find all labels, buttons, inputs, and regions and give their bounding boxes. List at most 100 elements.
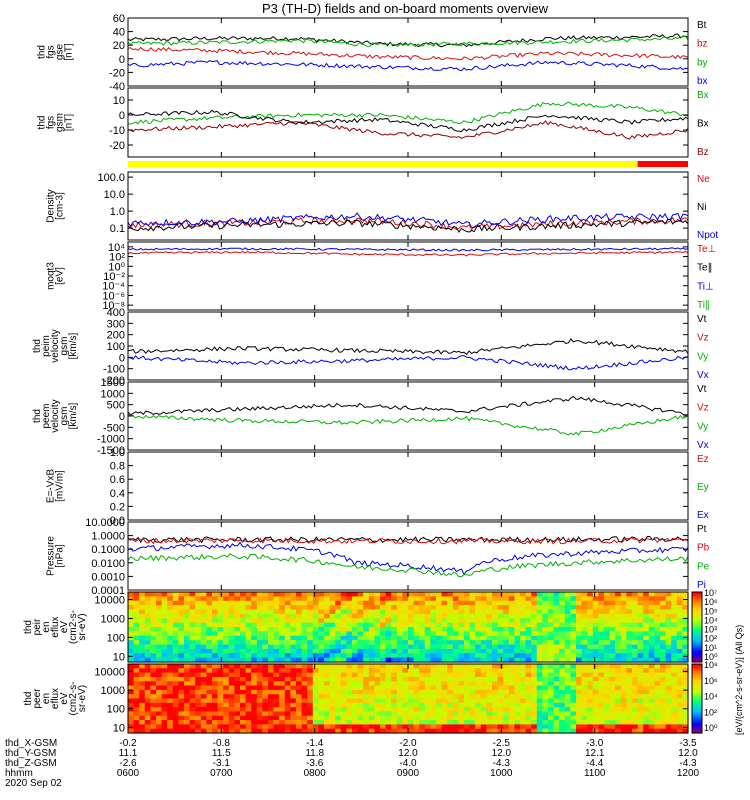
heatmap-cell xyxy=(637,605,644,611)
heatmap-cell xyxy=(676,728,683,734)
colorbar-cell xyxy=(692,673,702,677)
heatmap-cell xyxy=(139,720,146,725)
heatmap-cell xyxy=(514,609,521,615)
heatmap-cell xyxy=(234,653,241,659)
heatmap-cell xyxy=(604,627,611,632)
heatmap-cell xyxy=(536,613,543,619)
heatmap-cell xyxy=(178,715,185,721)
heatmap-cell xyxy=(245,631,252,637)
heatmap-cell xyxy=(200,681,207,687)
heatmap-cell xyxy=(413,618,420,624)
y-tick-label: 10² xyxy=(109,252,125,264)
heatmap-cell xyxy=(531,627,538,632)
heatmap-cell xyxy=(436,689,443,695)
heatmap-cell xyxy=(497,653,504,659)
bottom-axis: thd_X-GSM -0.2 -0.8 -1.4 -2.0 -2.5 -3.0 -3.5thd… xyxy=(5,738,700,789)
heatmap-cell xyxy=(559,724,566,730)
y-axis-label: en xyxy=(41,693,52,704)
heatmap-cell xyxy=(156,724,163,730)
heatmap-cell xyxy=(643,664,650,669)
heatmap-cell xyxy=(447,715,454,721)
heatmap-cell xyxy=(195,631,202,637)
heatmap-cell xyxy=(156,609,163,615)
heatmap-cell xyxy=(671,715,678,721)
legend-entry: Ti⊥ xyxy=(697,281,714,292)
heatmap-cell xyxy=(240,698,247,704)
heatmap-cell xyxy=(144,668,151,674)
heatmap-cell xyxy=(576,672,583,678)
heatmap-cell xyxy=(374,622,381,628)
heatmap-cell xyxy=(525,694,532,700)
heatmap-cell xyxy=(251,720,258,725)
colorbar-cell xyxy=(692,710,702,713)
heatmap-cell xyxy=(172,715,179,721)
heatmap-cell xyxy=(279,618,286,624)
heatmap-cell xyxy=(660,640,667,646)
heatmap-cell xyxy=(665,668,672,674)
heatmap-cell xyxy=(564,720,571,725)
heatmap-cell xyxy=(206,622,213,628)
heatmap-cell xyxy=(447,644,454,650)
heatmap-cell xyxy=(480,664,487,669)
heatmap-cell xyxy=(419,644,426,650)
heatmap-cell xyxy=(609,715,616,721)
heatmap-cell xyxy=(632,592,639,597)
heatmap-cell xyxy=(604,672,611,678)
heatmap-cell xyxy=(228,644,235,650)
heatmap-cell xyxy=(626,618,633,624)
heatmap-cell xyxy=(536,600,543,606)
y-axis-label: peim xyxy=(41,335,52,357)
heatmap-cell xyxy=(156,605,163,611)
heatmap-cell xyxy=(570,676,577,682)
heatmap-cell xyxy=(464,698,471,704)
heatmap-cell xyxy=(161,676,168,682)
heatmap-cell xyxy=(682,648,689,654)
heatmap-cell xyxy=(284,618,291,624)
heatmap-cell xyxy=(189,631,196,637)
heatmap-cell xyxy=(133,635,140,641)
heatmap-cell xyxy=(301,618,308,624)
heatmap-cell xyxy=(290,715,297,721)
heatmap-cell xyxy=(301,694,308,700)
heatmap-cell xyxy=(609,681,616,687)
heatmap-cell xyxy=(352,653,359,659)
heatmap-cell xyxy=(363,672,370,678)
heatmap-cell xyxy=(531,622,538,628)
heatmap-cell xyxy=(503,635,510,641)
legend-entry: Pt xyxy=(697,524,707,535)
heatmap-cell xyxy=(318,681,325,687)
heatmap-cell xyxy=(178,711,185,717)
heatmap-cell xyxy=(402,685,409,691)
heatmap-cell xyxy=(240,676,247,682)
heatmap-cell xyxy=(458,635,465,641)
heatmap-cell xyxy=(424,600,431,606)
heatmap-cell xyxy=(464,600,471,606)
heatmap-cell xyxy=(514,600,521,606)
heatmap-cell xyxy=(296,715,303,721)
heatmap-cell xyxy=(245,653,252,659)
heatmap-cell xyxy=(520,685,527,691)
heatmap-cell xyxy=(380,627,387,632)
heatmap-cell xyxy=(279,698,286,704)
heatmap-cell xyxy=(559,664,566,669)
heatmap-cell xyxy=(542,644,549,650)
colorbar-cell xyxy=(692,712,702,716)
heatmap-cell xyxy=(200,605,207,611)
heatmap-cell xyxy=(307,707,314,713)
heatmap-cell xyxy=(363,609,370,615)
heatmap-cell xyxy=(604,635,611,641)
heatmap-cell xyxy=(245,694,252,700)
heatmap-cell xyxy=(536,672,543,678)
heatmap-cell xyxy=(536,622,543,628)
heatmap-cell xyxy=(139,648,146,654)
heatmap-cell xyxy=(296,609,303,615)
colorbar-cell xyxy=(692,617,702,621)
heatmap-cell xyxy=(581,694,588,700)
heatmap-cell xyxy=(150,715,157,721)
heatmap-cell xyxy=(615,694,622,700)
heatmap-cell xyxy=(542,631,549,637)
heatmap-cell xyxy=(234,720,241,725)
heatmap-cell xyxy=(548,644,555,650)
heatmap-cell xyxy=(273,605,280,611)
heatmap-cell xyxy=(228,724,235,730)
